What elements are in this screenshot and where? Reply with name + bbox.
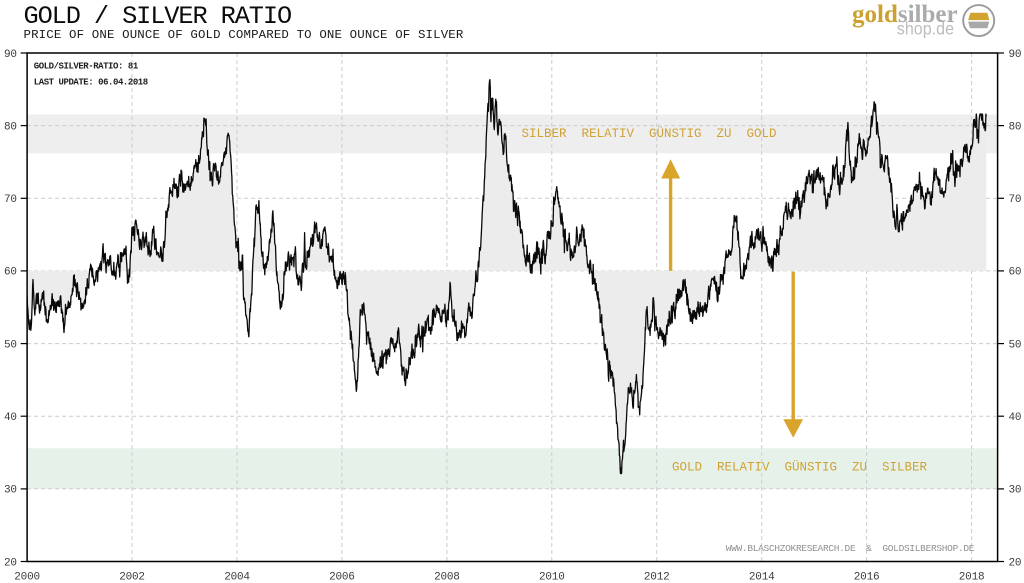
svg-text:shop.de: shop.de bbox=[897, 19, 954, 39]
svg-text:2000: 2000 bbox=[14, 572, 40, 583]
svg-text:GOLD RELATIV GÜNSTIG ZU SI: GOLD RELATIV GÜNSTIG ZU SILBER bbox=[672, 461, 928, 475]
svg-text:goldsilber: goldsilber bbox=[852, 1, 958, 28]
svg-text:20: 20 bbox=[4, 557, 17, 569]
svg-text:2018: 2018 bbox=[959, 572, 985, 583]
svg-text:SILBER RELATIV GÜNSTIG ZU: SILBER RELATIV GÜNSTIG ZU GOLD bbox=[522, 127, 777, 141]
svg-text:80: 80 bbox=[4, 121, 17, 133]
svg-text:WWW.BLASCHZOKRESEARCH.DE & G: WWW.BLASCHZOKRESEARCH.DE & GOLDSILBERSHO… bbox=[726, 543, 975, 554]
svg-text:2006: 2006 bbox=[329, 572, 355, 583]
svg-text:PRICE OF ONE OUNCE OF GOLD COM: PRICE OF ONE OUNCE OF GOLD COMPARED TO O… bbox=[24, 28, 464, 42]
svg-text:20: 20 bbox=[1009, 557, 1022, 569]
svg-text:30: 30 bbox=[4, 485, 17, 497]
svg-text:GOLD / SILVER RATIO: GOLD / SILVER RATIO bbox=[24, 2, 292, 31]
svg-text:80: 80 bbox=[1009, 121, 1022, 133]
svg-text:LAST UPDATE: 06.04.2018: LAST UPDATE: 06.04.2018 bbox=[34, 78, 148, 88]
svg-text:90: 90 bbox=[4, 49, 17, 61]
svg-text:2014: 2014 bbox=[749, 572, 775, 583]
svg-text:40: 40 bbox=[1009, 412, 1022, 424]
svg-text:2004: 2004 bbox=[224, 572, 250, 583]
svg-text:2016: 2016 bbox=[854, 572, 880, 583]
svg-text:2002: 2002 bbox=[119, 572, 145, 583]
svg-text:30: 30 bbox=[1009, 485, 1022, 497]
svg-text:50: 50 bbox=[4, 339, 17, 351]
svg-text:60: 60 bbox=[4, 267, 17, 279]
svg-text:60: 60 bbox=[1009, 267, 1022, 279]
svg-text:70: 70 bbox=[1009, 194, 1022, 206]
svg-text:2008: 2008 bbox=[434, 572, 460, 583]
svg-text:90: 90 bbox=[1009, 49, 1022, 61]
svg-text:50: 50 bbox=[1009, 339, 1022, 351]
svg-text:70: 70 bbox=[4, 194, 17, 206]
svg-text:2010: 2010 bbox=[539, 572, 565, 583]
svg-text:2012: 2012 bbox=[644, 572, 670, 583]
svg-text:40: 40 bbox=[4, 412, 17, 424]
svg-text:GOLD/SILVER-RATIO: 81: GOLD/SILVER-RATIO: 81 bbox=[34, 62, 139, 72]
